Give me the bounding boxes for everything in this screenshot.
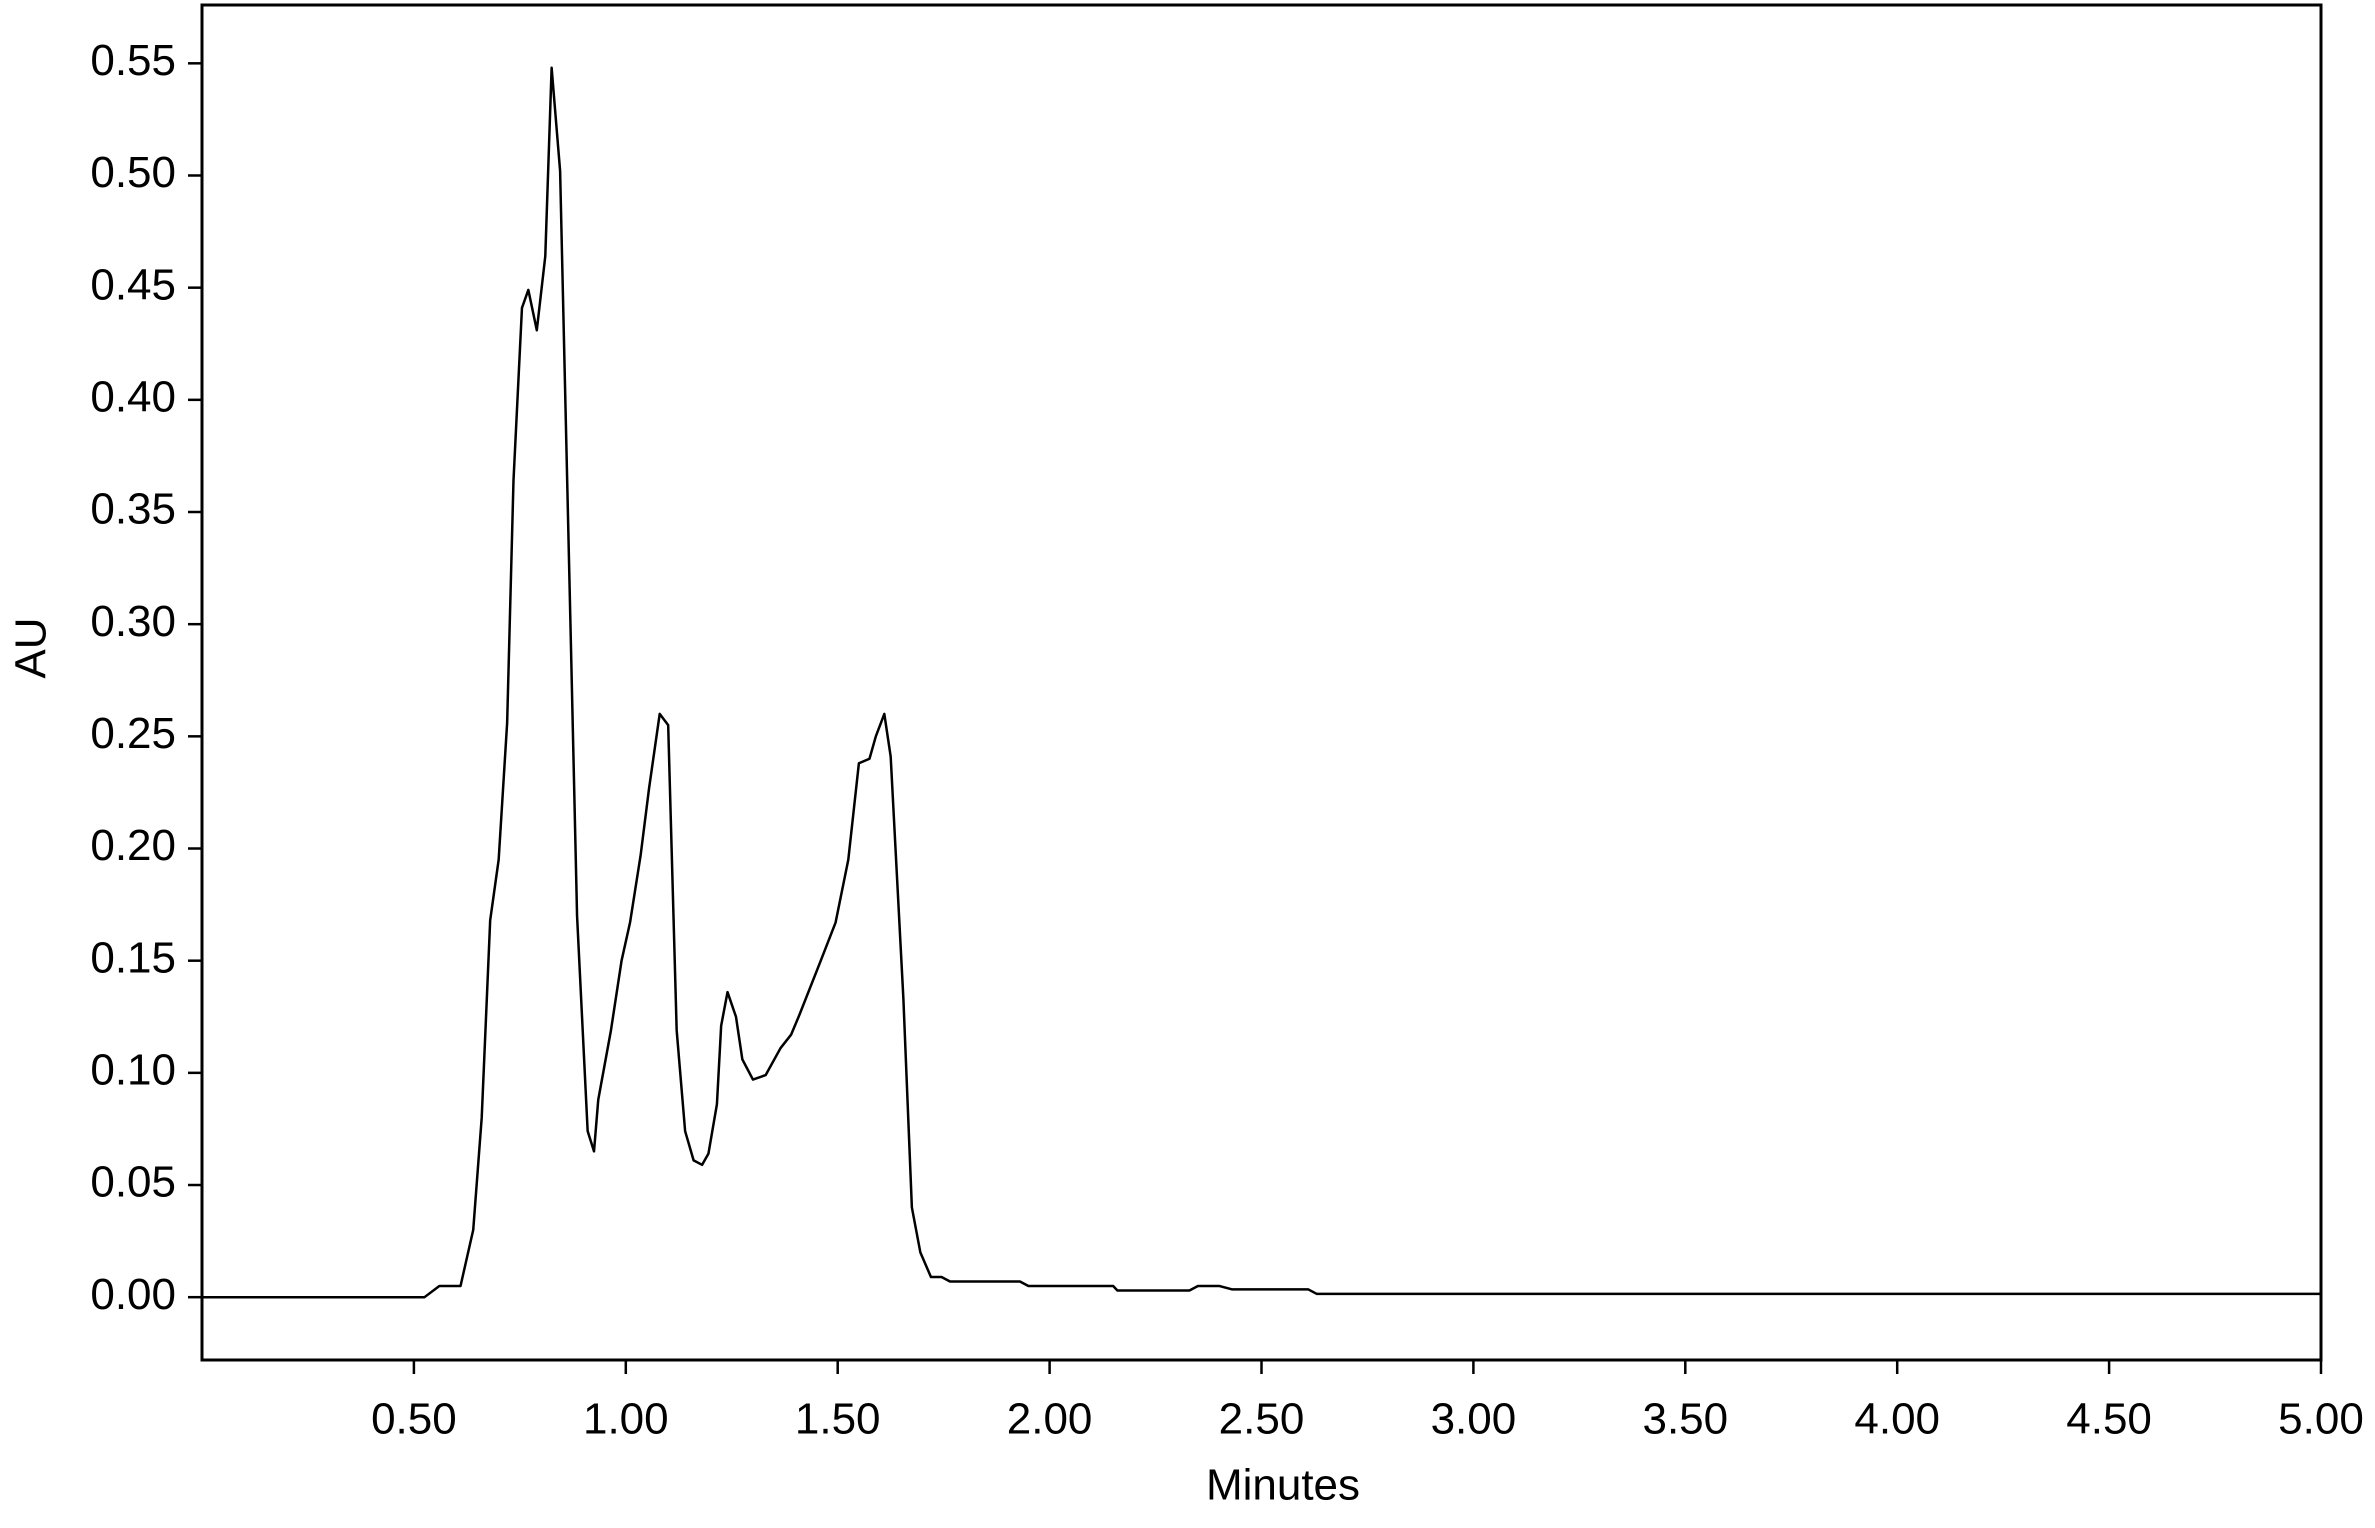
y-axis-label: AU: [7, 617, 56, 678]
x-tick-label: 1.50: [795, 1395, 881, 1444]
x-tick-label: 4.00: [1854, 1395, 1940, 1444]
x-axis-label: Minutes: [1206, 1461, 1360, 1510]
x-tick-label: 0.50: [371, 1395, 457, 1444]
y-tick-label: 0.25: [90, 709, 176, 758]
data-line: [202, 66, 2321, 1299]
y-tick-label: 0.30: [90, 597, 176, 646]
y-tick-label: 0.35: [90, 485, 176, 534]
y-tick-label: 0.20: [90, 821, 176, 870]
y-tick-label: 0.40: [90, 372, 176, 421]
y-tick-label: 0.10: [90, 1045, 176, 1094]
x-tick-label: 5.00: [2278, 1395, 2364, 1444]
x-tick-label: 2.50: [1219, 1395, 1305, 1444]
y-tick-label: 0.45: [90, 260, 176, 309]
y-tick-label: 0.15: [90, 933, 176, 982]
y-tick-label: 0.05: [90, 1158, 176, 1207]
plot-frame: [200, 3, 2323, 1362]
y-tick-label: 0.50: [90, 148, 176, 197]
y-tick-label: 0.00: [90, 1270, 176, 1319]
x-tick-label: 3.00: [1431, 1395, 1517, 1444]
x-tick-label: 3.50: [1642, 1395, 1728, 1444]
y-tick-label: 0.55: [90, 36, 176, 85]
x-tick-label: 4.50: [2066, 1395, 2152, 1444]
x-tick-label: 1.00: [583, 1395, 669, 1444]
x-tick-label: 2.00: [1007, 1395, 1093, 1444]
